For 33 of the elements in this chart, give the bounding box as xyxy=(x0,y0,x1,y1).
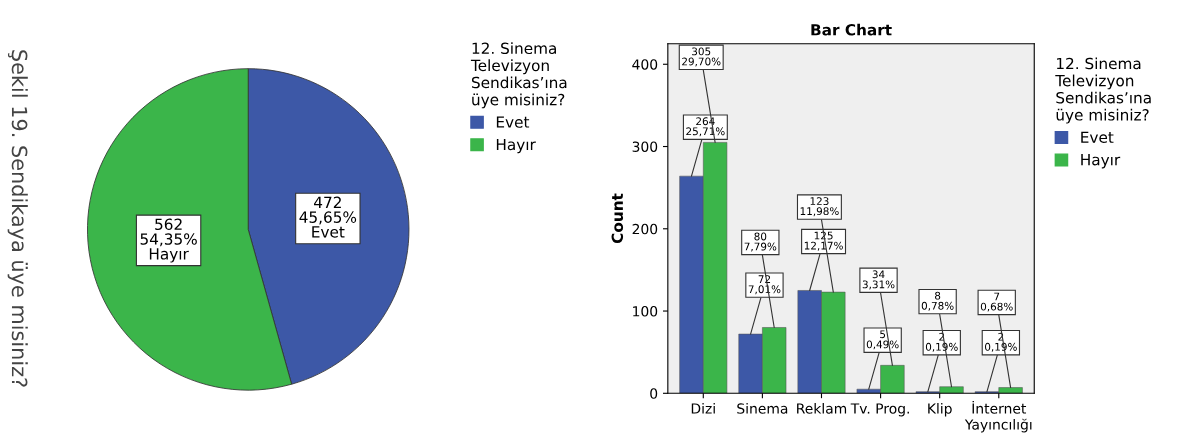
data-label: 472 45,65% Evet xyxy=(299,196,357,238)
legend-label: Evet xyxy=(1081,131,1114,144)
y-tick-label: 300 xyxy=(632,141,658,152)
y-tick-label: 0 xyxy=(650,388,658,399)
data-label: 5 0,49% xyxy=(866,330,899,350)
data-label: 7 0,68% xyxy=(980,292,1013,312)
data-label: 562 54,35% Hayır xyxy=(140,218,197,263)
legend-label: Hayır xyxy=(1081,154,1121,169)
y-tick-label: 400 xyxy=(632,59,658,70)
data-label: 123 11,98% xyxy=(800,197,839,217)
text: Şekil 19. Sendikaya üye misiniz? xyxy=(7,50,28,387)
data-label: 80 7,79% xyxy=(744,232,777,252)
data-label: 125 12,17% xyxy=(804,231,843,251)
x-tick-label: Klip xyxy=(928,403,952,417)
x-tick-label: Tv. Prog. xyxy=(850,403,909,417)
x-tick-label: Reklam xyxy=(797,403,847,414)
y-axis-title: Count xyxy=(611,193,624,244)
chart-title: Bar Chart xyxy=(811,23,892,36)
x-tick-label: Sinema xyxy=(737,403,788,414)
y-tick-label: 100 xyxy=(633,306,658,317)
data-label: 2 0,19% xyxy=(985,332,1017,352)
x-tick-label: Dizi xyxy=(691,403,715,414)
legend-label: Hayır xyxy=(496,138,536,154)
data-label: 305 29,70% xyxy=(682,47,721,67)
data-label: 72 7,01% xyxy=(748,275,781,295)
x-tick-label: İnternet Yayıncılığı xyxy=(964,400,1032,433)
legend-title: 12. Sinema Televizyon Sendikas’ına üye misiniz? xyxy=(1055,57,1151,124)
data-label: 34 3,31% xyxy=(862,270,895,290)
legend-title: 12. Sinema Televizyon Sendikas’ına üye misiniz? xyxy=(470,42,567,109)
data-label: 8 0,78% xyxy=(921,291,954,311)
legend-label: Evet xyxy=(496,116,530,128)
y-tick-label: 200 xyxy=(632,223,658,235)
data-label: 2 0,19% xyxy=(925,332,958,352)
